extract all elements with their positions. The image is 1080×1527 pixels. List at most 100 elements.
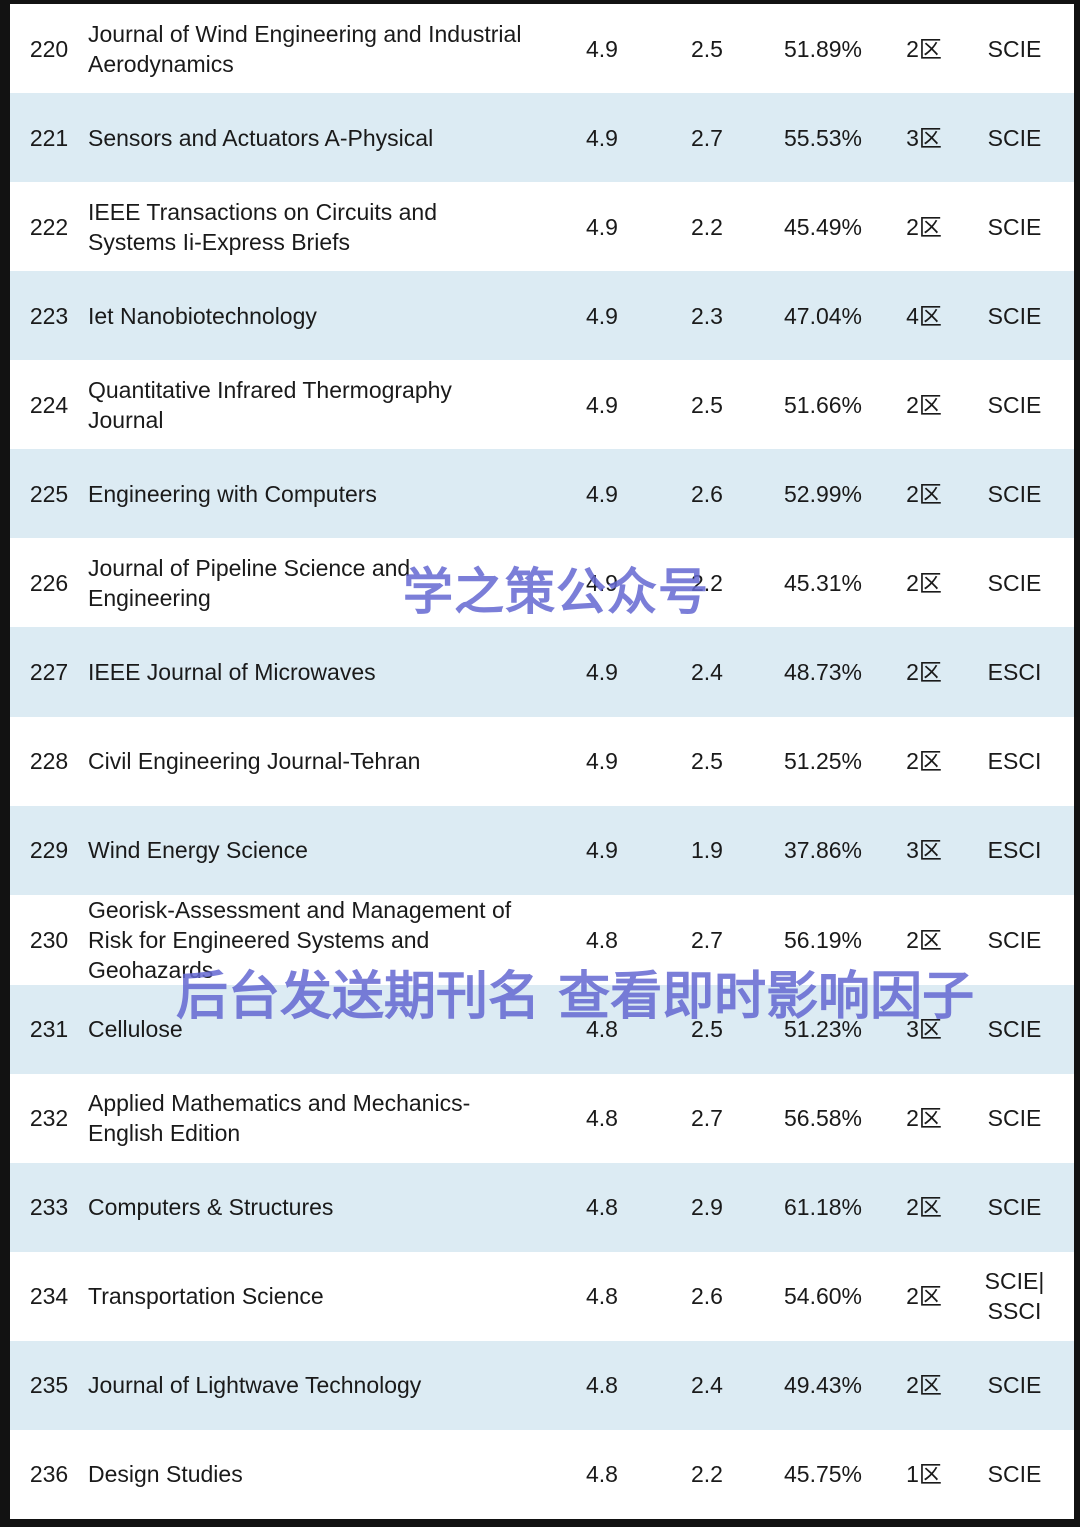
impact-factor-cell: 4.8 — [586, 1194, 618, 1221]
journal-name: Quantitative Infrared Thermography Journ… — [88, 376, 452, 433]
percent-cell: 56.58% — [783, 1105, 862, 1132]
journal-name-cell: Engineering with Computers — [88, 479, 543, 509]
metric-cell: 2.6 — [691, 480, 723, 507]
percent-cell: 52.99% — [783, 480, 862, 507]
rank-cell: 227 — [29, 658, 69, 685]
index-cell: SCIE — [987, 35, 1042, 62]
zone-cell: 2区 — [906, 748, 942, 775]
index-cell: SCIE — [987, 1016, 1042, 1043]
journal-name: IEEE Journal of Microwaves — [88, 658, 376, 685]
rank-cell: 234 — [29, 1283, 69, 1310]
metric-cell: 2.4 — [691, 658, 723, 685]
metric-cell: 2.2 — [691, 1461, 723, 1488]
journal-name: Journal of Lightwave Technology — [88, 1372, 422, 1399]
rank-cell: 226 — [29, 569, 69, 596]
table-row: 234 Transportation Science 4.8 2.6 54.60… — [10, 1251, 1074, 1341]
impact-factor-cell: 4.8 — [586, 1283, 618, 1310]
journal-name: Iet Nanobiotechnology — [88, 302, 317, 329]
metric-cell: 2.7 — [691, 926, 723, 953]
zone-cell: 2区 — [906, 658, 942, 685]
zone-cell: 3区 — [906, 837, 942, 864]
journal-name: Sensors and Actuators A-Physical — [88, 124, 434, 151]
journal-name: Journal of Pipeline Science and Engineer… — [88, 554, 411, 611]
journal-name: Georisk-Assessment and Management of Ris… — [88, 896, 512, 983]
table-row: 220 Journal of Wind Engineering and Indu… — [10, 4, 1074, 94]
table-row: 222 IEEE Transactions on Circuits and Sy… — [10, 182, 1074, 272]
percent-cell: 51.25% — [783, 748, 862, 775]
percent-cell: 37.86% — [783, 837, 862, 864]
rank-cell: 236 — [29, 1461, 69, 1488]
impact-factor-cell: 4.8 — [586, 926, 618, 953]
journal-name-cell: Iet Nanobiotechnology — [88, 301, 543, 331]
impact-factor-cell: 4.8 — [586, 1461, 618, 1488]
journal-name: Transportation Science — [88, 1283, 324, 1310]
journal-name-cell: Cellulose — [88, 1014, 543, 1044]
index-cell: SCIE — [987, 480, 1042, 507]
metric-cell: 2.7 — [691, 1105, 723, 1132]
rank-cell: 233 — [29, 1194, 69, 1221]
rank-cell: 229 — [29, 837, 69, 864]
journal-name-cell: Journal of Lightwave Technology — [88, 1370, 543, 1400]
index-cell: SCIE — [987, 124, 1042, 151]
table-row: 236 Design Studies 4.8 2.2 45.75% 1区 SCI… — [10, 1429, 1074, 1519]
journal-name-cell: Journal of Pipeline Science and Engineer… — [88, 553, 543, 613]
metric-cell: 1.9 — [691, 837, 723, 864]
impact-factor-cell: 4.9 — [586, 569, 618, 596]
index-cell: ESCI — [987, 837, 1042, 864]
table-row: 224 Quantitative Infrared Thermography J… — [10, 360, 1074, 450]
table-row: 231 Cellulose 4.8 2.5 51.23% 3区 SCIE — [10, 984, 1074, 1074]
metric-cell: 2.5 — [691, 391, 723, 418]
index-cell: SCIE — [987, 213, 1042, 240]
table-row: 228 Civil Engineering Journal-Tehran 4.9… — [10, 716, 1074, 806]
percent-cell: 49.43% — [783, 1372, 862, 1399]
percent-cell: 45.31% — [783, 569, 862, 596]
table-row: 230 Georisk-Assessment and Management of… — [10, 894, 1074, 985]
zone-cell: 2区 — [906, 1105, 942, 1132]
journal-name-cell: Applied Mathematics and Mechanics-Englis… — [88, 1088, 543, 1148]
index-cell: ESCI — [987, 658, 1042, 685]
journal-name-cell: Wind Energy Science — [88, 835, 543, 865]
journal-name: IEEE Transactions on Circuits and System… — [88, 198, 437, 255]
index-cell: SCIE — [987, 1194, 1042, 1221]
rank-cell: 230 — [29, 926, 69, 953]
zone-cell: 3区 — [906, 1016, 942, 1043]
percent-cell: 61.18% — [783, 1194, 862, 1221]
table-row: 235 Journal of Lightwave Technology 4.8 … — [10, 1340, 1074, 1430]
impact-factor-cell: 4.9 — [586, 124, 618, 151]
percent-cell: 48.73% — [783, 658, 862, 685]
journal-name-cell: Georisk-Assessment and Management of Ris… — [88, 895, 543, 985]
percent-cell: 51.66% — [783, 391, 862, 418]
impact-factor-cell: 4.9 — [586, 480, 618, 507]
impact-factor-cell: 4.9 — [586, 35, 618, 62]
journal-name: Cellulose — [88, 1016, 183, 1043]
zone-cell: 2区 — [906, 569, 942, 596]
rank-cell: 224 — [29, 391, 69, 418]
impact-factor-cell: 4.9 — [586, 748, 618, 775]
rank-cell: 223 — [29, 302, 69, 329]
metric-cell: 2.9 — [691, 1194, 723, 1221]
metric-cell: 2.3 — [691, 302, 723, 329]
metric-cell: 2.4 — [691, 1372, 723, 1399]
percent-cell: 45.75% — [783, 1461, 862, 1488]
rank-cell: 221 — [29, 124, 69, 151]
impact-factor-cell: 4.9 — [586, 837, 618, 864]
impact-factor-cell: 4.9 — [586, 658, 618, 685]
impact-factor-cell: 4.8 — [586, 1016, 618, 1043]
table-row: 223 Iet Nanobiotechnology 4.9 2.3 47.04%… — [10, 271, 1074, 361]
journal-name: Wind Energy Science — [88, 837, 308, 864]
rank-cell: 222 — [29, 213, 69, 240]
percent-cell: 51.89% — [783, 35, 862, 62]
zone-cell: 2区 — [906, 480, 942, 507]
journal-name: Design Studies — [88, 1461, 243, 1488]
index-cell: SCIE — [987, 391, 1042, 418]
percent-cell: 55.53% — [783, 124, 862, 151]
table-row: 227 IEEE Journal of Microwaves 4.9 2.4 4… — [10, 627, 1074, 717]
rank-cell: 235 — [29, 1372, 69, 1399]
table-row: 221 Sensors and Actuators A-Physical 4.9… — [10, 93, 1074, 183]
zone-cell: 2区 — [906, 35, 942, 62]
journal-name: Applied Mathematics and Mechanics-Englis… — [88, 1090, 471, 1147]
journal-name-cell: IEEE Transactions on Circuits and System… — [88, 197, 543, 257]
rank-cell: 220 — [29, 35, 69, 62]
journal-name-cell: Civil Engineering Journal-Tehran — [88, 746, 543, 776]
table-row: 229 Wind Energy Science 4.9 1.9 37.86% 3… — [10, 805, 1074, 895]
